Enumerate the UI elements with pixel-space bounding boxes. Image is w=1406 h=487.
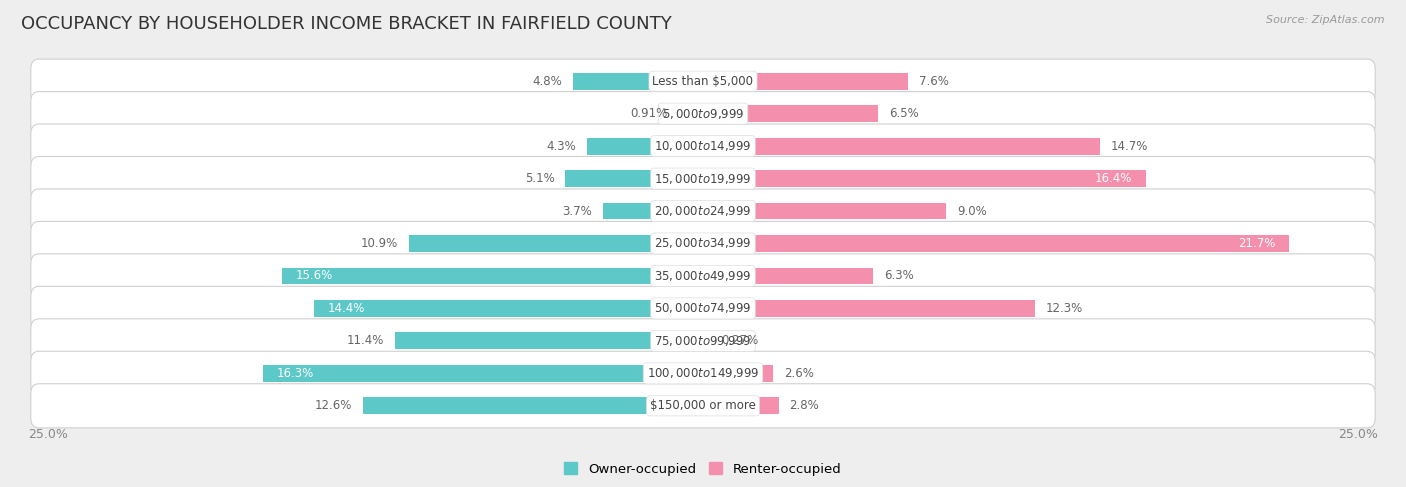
FancyBboxPatch shape [31, 319, 1375, 363]
Bar [363, 397, 703, 414]
Text: 6.3%: 6.3% [884, 269, 914, 282]
Text: 14.4%: 14.4% [328, 302, 366, 315]
Text: 9.0%: 9.0% [956, 205, 987, 218]
FancyBboxPatch shape [31, 156, 1375, 201]
Bar [263, 365, 703, 382]
FancyBboxPatch shape [31, 286, 1375, 331]
Text: Less than $5,000: Less than $5,000 [652, 75, 754, 88]
Bar [679, 105, 703, 122]
Text: 6.5%: 6.5% [889, 107, 920, 120]
Bar [574, 73, 703, 90]
Bar [703, 203, 946, 220]
Text: 3.7%: 3.7% [562, 205, 592, 218]
Text: $25,000 to $34,999: $25,000 to $34,999 [654, 237, 752, 250]
Bar [409, 235, 703, 252]
Bar [586, 138, 703, 154]
Text: 4.3%: 4.3% [547, 140, 576, 152]
FancyBboxPatch shape [31, 254, 1375, 298]
Text: $5,000 to $9,999: $5,000 to $9,999 [662, 107, 744, 121]
Bar [603, 203, 703, 220]
FancyBboxPatch shape [31, 92, 1375, 136]
Bar [703, 170, 1146, 187]
Text: OCCUPANCY BY HOUSEHOLDER INCOME BRACKET IN FAIRFIELD COUNTY: OCCUPANCY BY HOUSEHOLDER INCOME BRACKET … [21, 15, 672, 33]
FancyBboxPatch shape [31, 351, 1375, 395]
Text: 12.3%: 12.3% [1046, 302, 1083, 315]
Bar [703, 73, 908, 90]
Text: 21.7%: 21.7% [1237, 237, 1275, 250]
Text: 7.6%: 7.6% [920, 75, 949, 88]
Text: 14.7%: 14.7% [1111, 140, 1149, 152]
Bar [703, 397, 779, 414]
Bar [703, 333, 710, 349]
Text: 4.8%: 4.8% [533, 75, 562, 88]
Bar [703, 365, 773, 382]
Text: 5.1%: 5.1% [524, 172, 554, 185]
Bar [565, 170, 703, 187]
Text: $100,000 to $149,999: $100,000 to $149,999 [647, 366, 759, 380]
Bar [703, 300, 1035, 317]
Text: $20,000 to $24,999: $20,000 to $24,999 [654, 204, 752, 218]
Bar [315, 300, 703, 317]
Text: $150,000 or more: $150,000 or more [650, 399, 756, 412]
Text: $15,000 to $19,999: $15,000 to $19,999 [654, 171, 752, 186]
Bar [703, 105, 879, 122]
Text: 2.6%: 2.6% [785, 367, 814, 380]
Bar [703, 267, 873, 284]
Text: 16.3%: 16.3% [277, 367, 314, 380]
Text: 0.27%: 0.27% [721, 335, 758, 347]
Text: 12.6%: 12.6% [315, 399, 352, 412]
FancyBboxPatch shape [31, 189, 1375, 233]
Text: $75,000 to $99,999: $75,000 to $99,999 [654, 334, 752, 348]
Bar [703, 138, 1099, 154]
Text: 15.6%: 15.6% [295, 269, 333, 282]
FancyBboxPatch shape [31, 222, 1375, 265]
Text: $35,000 to $49,999: $35,000 to $49,999 [654, 269, 752, 283]
FancyBboxPatch shape [31, 124, 1375, 168]
Text: 0.91%: 0.91% [630, 107, 668, 120]
Text: 25.0%: 25.0% [1339, 428, 1378, 441]
Text: 11.4%: 11.4% [347, 335, 384, 347]
Text: $10,000 to $14,999: $10,000 to $14,999 [654, 139, 752, 153]
Text: 10.9%: 10.9% [361, 237, 398, 250]
Text: Source: ZipAtlas.com: Source: ZipAtlas.com [1267, 15, 1385, 25]
Text: 2.8%: 2.8% [789, 399, 820, 412]
Text: 25.0%: 25.0% [28, 428, 67, 441]
Text: 16.4%: 16.4% [1095, 172, 1132, 185]
Bar [703, 235, 1289, 252]
Bar [395, 333, 703, 349]
FancyBboxPatch shape [31, 59, 1375, 103]
Bar [281, 267, 703, 284]
FancyBboxPatch shape [31, 384, 1375, 428]
Legend: Owner-occupied, Renter-occupied: Owner-occupied, Renter-occupied [560, 457, 846, 481]
Text: $50,000 to $74,999: $50,000 to $74,999 [654, 301, 752, 316]
